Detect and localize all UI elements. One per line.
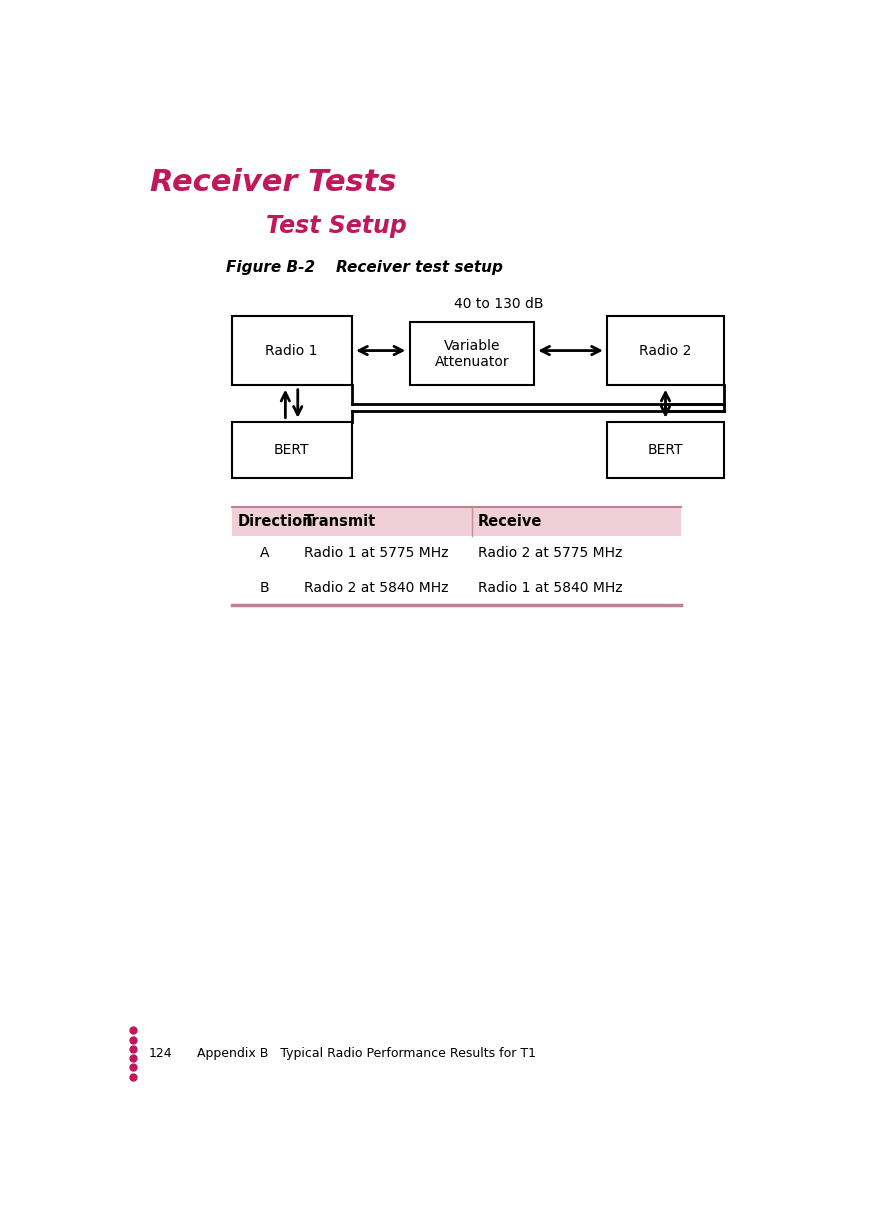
Text: Radio 2 at 5840 MHz: Radio 2 at 5840 MHz (304, 581, 448, 595)
Text: Receiver Tests: Receiver Tests (150, 168, 396, 197)
Text: Appendix B   Typical Radio Performance Results for T1: Appendix B Typical Radio Performance Res… (197, 1048, 535, 1060)
Text: BERT: BERT (274, 443, 309, 457)
Bar (232, 422, 352, 477)
Text: Radio 2: Radio 2 (640, 343, 691, 358)
Text: Direction: Direction (238, 514, 314, 529)
Text: Test Setup: Test Setup (266, 214, 407, 238)
Text: BERT: BERT (648, 443, 683, 457)
Bar (232, 507, 681, 536)
Text: Figure B-2: Figure B-2 (226, 260, 315, 276)
Text: A: A (259, 547, 269, 560)
Text: Receiver test setup: Receiver test setup (336, 260, 503, 276)
Bar (232, 316, 352, 385)
Text: Receive: Receive (478, 514, 543, 529)
Bar (608, 316, 723, 385)
Text: Radio 1 at 5775 MHz: Radio 1 at 5775 MHz (304, 547, 448, 560)
Text: Variable
Attenuator: Variable Attenuator (435, 338, 509, 369)
Text: Radio 2 at 5775 MHz: Radio 2 at 5775 MHz (478, 547, 622, 560)
Text: Radio 1 at 5840 MHz: Radio 1 at 5840 MHz (478, 581, 623, 595)
Bar (232, 536, 681, 570)
Text: 40 to 130 dB: 40 to 130 dB (454, 297, 544, 310)
Text: B: B (259, 581, 269, 595)
Text: Radio 1: Radio 1 (266, 343, 318, 358)
Bar (608, 422, 723, 477)
Bar (410, 322, 534, 385)
Text: Transmit: Transmit (304, 514, 376, 529)
Text: 124: 124 (149, 1048, 172, 1060)
Bar (232, 570, 681, 606)
